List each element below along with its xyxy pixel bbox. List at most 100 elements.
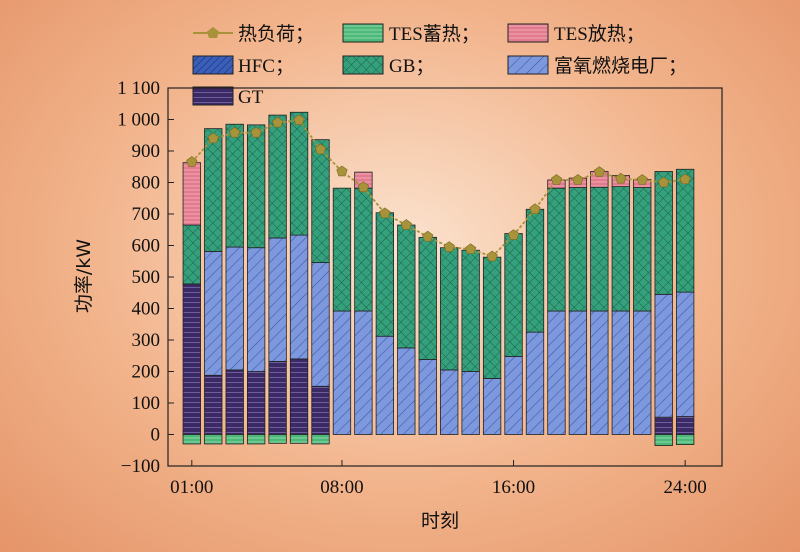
- bar-gb: [375, 212, 395, 337]
- heat-load-point: [615, 172, 627, 184]
- legend-label-tes-discharge: TES放热；: [554, 23, 645, 45]
- bar-oxy-fuel: [461, 371, 480, 435]
- bars: [182, 111, 695, 446]
- legend-label-oxy: 富氧燃烧电厂；: [554, 55, 687, 77]
- heat-load-point: [572, 174, 584, 185]
- x-axis-title: 时刻: [421, 510, 459, 532]
- legend-label-gb: GB；: [389, 56, 434, 77]
- legend-item-hfc[interactable]: HFC；: [192, 55, 294, 77]
- heat-load-point: [229, 126, 241, 138]
- bar-tes-discharge: [182, 162, 201, 226]
- legend-item-oxy[interactable]: 富氧燃烧电厂；: [507, 55, 687, 77]
- heat-load-point: [550, 174, 563, 185]
- heat-load-point: [272, 116, 284, 128]
- legend-item-tes-discharge[interactable]: TES放热；: [507, 23, 645, 45]
- bar-gb: [676, 168, 695, 293]
- bar-gb: [225, 123, 244, 248]
- heat-load-point: [593, 166, 605, 177]
- bar-oxy-fuel: [525, 331, 545, 435]
- heat-load-point: [336, 165, 348, 177]
- heat-load-line: [186, 114, 691, 262]
- bar-oxy-fuel: [440, 369, 459, 435]
- y-axis-title: 功率/kW: [73, 239, 95, 313]
- bar-gt: [246, 371, 266, 435]
- heat-load-point: [422, 230, 434, 242]
- bar-gb: [440, 247, 459, 371]
- x-tick-label: 08:00: [320, 477, 363, 498]
- heat-load-point: [636, 174, 648, 185]
- legend-label-tes-charge: TES蓄热；: [389, 23, 480, 45]
- legend-label-gt: GT: [238, 87, 264, 108]
- bar-gb: [332, 187, 352, 312]
- bar-tes-charge: [204, 434, 223, 445]
- y-tick-label: −100: [121, 456, 160, 477]
- bar-gt: [311, 385, 330, 435]
- x-tick-label: 01:00: [170, 477, 213, 498]
- bar-gb: [590, 186, 609, 312]
- bar-oxy-fuel: [590, 310, 609, 435]
- bar-oxy-fuel: [354, 310, 373, 435]
- legend-label-heat-load: 热负荷；: [238, 23, 314, 45]
- y-tick-label: 400: [132, 299, 161, 320]
- bar-gt: [289, 358, 309, 435]
- heat-load-polyline: [191, 119, 686, 258]
- bar-tes-charge: [676, 434, 695, 445]
- y-tick-label: 700: [132, 204, 161, 225]
- bar-gt: [204, 374, 223, 435]
- bar-oxy-fuel: [611, 310, 630, 435]
- heat-load-point: [658, 176, 670, 188]
- bar-gb: [311, 139, 330, 263]
- heat-load-point: [486, 250, 498, 262]
- legend-item-tes-charge[interactable]: TES蓄热；: [342, 23, 480, 45]
- bar-tes-charge: [311, 434, 330, 445]
- heat-load-point: [679, 173, 691, 185]
- legend-item-heat-load[interactable]: 热负荷；: [193, 23, 314, 45]
- y-tick-label: 300: [132, 330, 161, 351]
- bar-gb: [182, 224, 201, 285]
- y-tick-label: 200: [132, 362, 161, 383]
- bar-gb: [611, 186, 630, 312]
- bar-oxy-fuel: [225, 246, 244, 371]
- heat-load-point: [293, 114, 305, 125]
- heat-load-point: [443, 241, 455, 252]
- bar-oxy-fuel: [375, 335, 395, 435]
- bar-tes-charge: [289, 434, 309, 444]
- y-tick-label: 1 100: [117, 78, 160, 99]
- y-tick-label: 800: [132, 173, 161, 194]
- heat-load-point: [379, 207, 391, 219]
- bar-oxy-fuel: [268, 237, 287, 362]
- bar-tes-charge: [225, 434, 244, 445]
- legend: 热负荷； TES蓄热； TES放热； HFC； GB； 富氧燃烧电厂； GT: [192, 23, 687, 108]
- bar-gb: [568, 187, 588, 312]
- bar-gb: [633, 187, 652, 312]
- x-tick-label: 24:00: [664, 477, 707, 498]
- legend-item-gt[interactable]: GT: [192, 86, 264, 108]
- bar-oxy-fuel: [633, 310, 652, 435]
- y-tick-label: 600: [132, 236, 161, 257]
- bar-tes-charge: [246, 434, 266, 445]
- heat-load-point: [529, 203, 541, 215]
- bar-gb: [246, 124, 266, 249]
- bar-gb: [461, 249, 480, 372]
- bar-oxy-fuel: [397, 347, 416, 435]
- heat-load-point: [507, 229, 520, 240]
- heat-load-point: [250, 126, 262, 138]
- bar-tes-charge: [654, 434, 673, 446]
- y-tick-label: 100: [132, 393, 161, 414]
- heat-load-point: [314, 143, 327, 155]
- heat-load-point: [186, 156, 198, 167]
- legend-item-gb[interactable]: GB；: [342, 55, 434, 77]
- bar-gb: [525, 208, 545, 333]
- bar-oxy-fuel: [568, 310, 588, 435]
- bar-oxy-fuel: [332, 310, 352, 435]
- y-tick-label: 500: [132, 267, 161, 288]
- legend-label-hfc: HFC；: [238, 56, 294, 77]
- y-tick-label: 0: [151, 425, 161, 446]
- heat-load-point: [465, 243, 477, 255]
- bar-gt: [225, 369, 244, 435]
- bar-oxy-fuel: [547, 310, 566, 435]
- bar-gb: [654, 171, 673, 295]
- bar-gb: [504, 233, 523, 357]
